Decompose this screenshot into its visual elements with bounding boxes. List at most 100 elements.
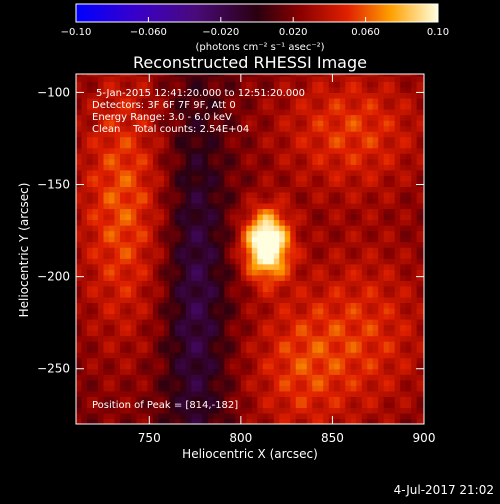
heatmap-cell <box>130 330 138 337</box>
heatmap-cell <box>312 335 319 342</box>
heatmap-cell <box>416 120 423 127</box>
heatmap-cell <box>224 374 231 381</box>
heatmap-cell <box>422 341 424 348</box>
heatmap-cell <box>394 302 401 309</box>
heatmap-cell <box>394 81 401 88</box>
heatmap-cell <box>224 285 231 292</box>
heatmap-cell <box>405 164 412 171</box>
heatmap-cell <box>312 274 319 281</box>
heatmap-cell <box>356 86 363 94</box>
heatmap-cell <box>180 258 187 265</box>
heatmap-cell <box>213 307 220 315</box>
heatmap-cell <box>152 125 160 132</box>
heatmap-cell <box>180 158 187 165</box>
heatmap-cell <box>97 191 105 199</box>
heatmap-cell <box>229 357 236 364</box>
heatmap-cell <box>251 202 258 210</box>
heatmap-cell <box>383 153 390 160</box>
heatmap-cell <box>306 296 313 304</box>
heatmap-cell <box>125 313 132 320</box>
heatmap-cell <box>229 390 236 397</box>
heatmap-cell <box>416 208 423 215</box>
heatmap-cell <box>394 401 401 409</box>
heatmap-cell <box>76 396 83 403</box>
heatmap-cell <box>279 274 286 281</box>
heatmap-cell <box>229 219 236 226</box>
heatmap-cell <box>163 324 171 331</box>
heatmap-cell <box>383 274 390 281</box>
heatmap-cell <box>251 247 258 254</box>
heatmap-cell <box>416 153 423 160</box>
heatmap-cell <box>108 263 116 270</box>
heatmap-cell <box>125 86 132 94</box>
heatmap-cell <box>196 302 203 309</box>
heatmap-cell <box>130 352 138 359</box>
heatmap-cell <box>246 158 253 165</box>
heatmap-cell <box>405 335 412 342</box>
heatmap-cell <box>284 120 291 127</box>
heatmap-cell <box>81 169 88 176</box>
heatmap-cell <box>136 114 143 121</box>
heatmap-cell <box>229 142 236 149</box>
heatmap-cell <box>141 97 149 105</box>
heatmap-cell <box>394 74 401 77</box>
heatmap-cell <box>240 81 247 88</box>
heatmap-cell <box>405 241 412 248</box>
heatmap-cell <box>246 385 253 392</box>
annotation-peak: Position of Peak = [814,-182] <box>92 400 238 411</box>
heatmap-cell <box>378 418 385 424</box>
heatmap-cell <box>103 236 110 243</box>
heatmap-cell <box>400 120 407 127</box>
heatmap-cell <box>103 390 110 397</box>
heatmap-cell <box>323 263 330 270</box>
heatmap-cell <box>152 75 160 82</box>
heatmap-cell <box>257 302 264 309</box>
heatmap-cell <box>174 75 181 82</box>
heatmap-cell <box>224 74 231 77</box>
heatmap-cell <box>284 252 291 259</box>
heatmap-cell <box>152 330 160 337</box>
heatmap-cell <box>301 74 308 77</box>
heatmap-cell <box>262 385 269 392</box>
heatmap-cell <box>356 379 363 386</box>
heatmap-cell <box>334 241 341 248</box>
heatmap-cell <box>262 374 269 381</box>
heatmap-cell <box>328 335 335 342</box>
heatmap-cell <box>130 379 138 386</box>
heatmap-cell <box>147 269 154 276</box>
heatmap-cell <box>114 341 121 348</box>
heatmap-cell <box>290 202 297 210</box>
heatmap-cell <box>235 120 242 127</box>
heatmap-cell <box>246 208 253 215</box>
heatmap-cell <box>378 142 385 149</box>
heatmap-cell <box>411 169 418 176</box>
heatmap-cell <box>317 175 324 182</box>
heatmap-cell <box>372 103 379 110</box>
heatmap-cell <box>169 125 176 132</box>
heatmap-cell <box>334 363 341 370</box>
heatmap-cell <box>345 114 352 121</box>
heatmap-cell <box>169 280 176 287</box>
heatmap-cell <box>350 252 357 259</box>
heatmap-cell <box>152 269 160 276</box>
heatmap-cell <box>196 357 203 364</box>
heatmap-cell <box>119 385 127 392</box>
heatmap-cell <box>136 401 143 409</box>
heatmap-cell <box>92 319 99 326</box>
heatmap-cell <box>213 280 220 287</box>
heatmap-cell <box>147 120 154 127</box>
heatmap-cell <box>339 291 346 298</box>
heatmap-cell <box>312 109 319 116</box>
heatmap-cell <box>262 125 269 132</box>
heatmap-cell <box>251 191 258 199</box>
heatmap-cell <box>240 379 247 386</box>
heatmap-cell <box>323 214 330 221</box>
heatmap-cell <box>279 208 286 215</box>
heatmap-cell <box>92 357 99 364</box>
heatmap-cell <box>400 280 407 287</box>
heatmap-cell <box>339 230 346 237</box>
heatmap-cell <box>356 236 363 243</box>
heatmap-cell <box>339 285 346 292</box>
heatmap-cell <box>141 302 149 309</box>
heatmap-cell <box>158 103 165 110</box>
